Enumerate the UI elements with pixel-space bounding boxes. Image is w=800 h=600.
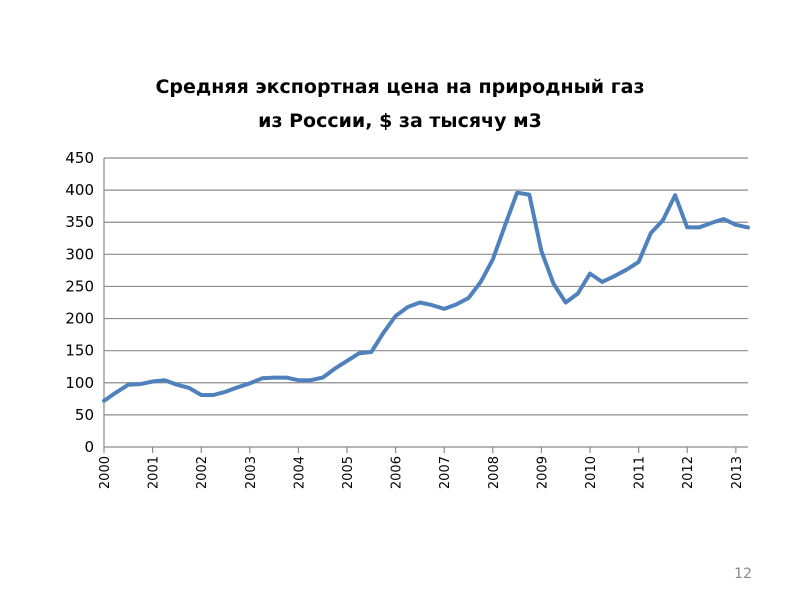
x-tick-label: 2009 <box>535 456 550 489</box>
x-tick-label: 2012 <box>681 456 696 489</box>
x-tick-label: 2004 <box>292 456 307 489</box>
x-tick-label: 2001 <box>147 456 162 489</box>
page-number: 12 <box>734 566 752 582</box>
y-tick-label: 200 <box>65 310 94 328</box>
x-tick-label: 2006 <box>390 456 405 489</box>
chart-title-line-2: из России, $ за тысячу м3 <box>258 110 542 132</box>
x-tick-label: 2013 <box>730 456 745 489</box>
grid <box>104 157 748 416</box>
y-tick-labels: 0 50 100 150 200 250 300 350 400 450 <box>65 149 94 456</box>
x-tick-label: 2007 <box>438 456 453 489</box>
x-tick-label: 2005 <box>341 456 356 489</box>
y-tick-label: 300 <box>65 245 94 263</box>
y-tick-label: 150 <box>65 342 94 360</box>
y-tick-label: 250 <box>65 277 94 295</box>
x-tick-label: 2000 <box>98 456 113 489</box>
chart-title: Средняя экспортная цена на природный газ… <box>100 70 700 138</box>
y-tick-label: 450 <box>65 149 94 167</box>
x-tick-labels: 2000 2001 2002 2003 2004 2005 2006 2007 2008 2009… <box>98 456 745 489</box>
x-tick-label: 2003 <box>244 456 259 489</box>
y-tick-label: 0 <box>84 438 94 456</box>
series-line <box>102 190 750 403</box>
x-tick-label: 2002 <box>195 456 210 489</box>
x-tick-label: 2010 <box>584 456 599 489</box>
chart-title-line-1: Средняя экспортная цена на природный газ <box>155 76 645 98</box>
y-tick-label: 50 <box>75 406 94 424</box>
y-tick-label: 400 <box>65 181 94 199</box>
series <box>102 190 750 403</box>
y-tick-label: 100 <box>65 374 94 392</box>
y-tick-label: 350 <box>65 213 94 231</box>
x-tick-label: 2008 <box>487 456 502 489</box>
x-tick-label: 2011 <box>633 456 648 489</box>
